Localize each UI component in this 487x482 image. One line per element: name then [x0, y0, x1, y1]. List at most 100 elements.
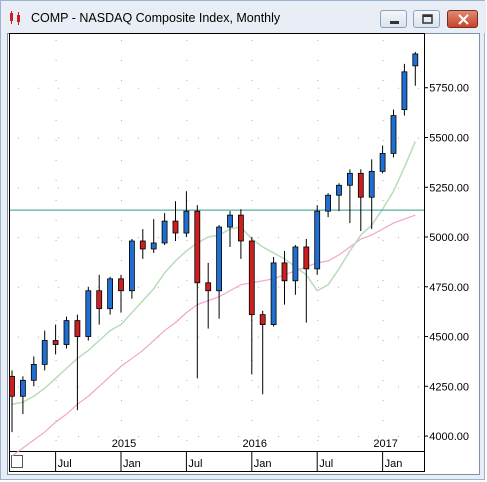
grid-dot [317, 60, 319, 61]
grid-dot [178, 87, 179, 89]
candle [205, 262, 212, 329]
grid-dot [258, 87, 259, 89]
grid-dot [398, 386, 399, 388]
grid-dot [382, 120, 384, 121]
y-tick-label: 4750.00 [429, 282, 469, 294]
grid-dot [398, 87, 399, 89]
y-tick-label: 5000.00 [429, 232, 469, 244]
grid-dot [186, 80, 188, 81]
grid-dot [138, 87, 139, 89]
grid-dot [78, 386, 79, 388]
candle-body-down [96, 290, 103, 310]
grid-dot [317, 160, 319, 161]
grid-dot [298, 237, 299, 239]
grid-dot [317, 360, 319, 361]
axis-corner-box[interactable] [11, 455, 23, 468]
grid-dot [186, 420, 188, 421]
candle [85, 286, 92, 341]
candle [314, 205, 321, 275]
candle [194, 205, 201, 379]
grid-dot [318, 286, 319, 288]
grid-dot [78, 187, 79, 189]
grid-dot [78, 286, 79, 288]
grid-dot [251, 120, 253, 121]
candle-body-up [390, 115, 397, 154]
grid-dot [158, 286, 159, 288]
grid-dot [121, 340, 122, 341]
candle-body-down [303, 246, 310, 270]
grid-dot [198, 386, 199, 388]
plot-area[interactable] [9, 33, 425, 452]
grid-dot [318, 87, 319, 89]
grid-dot [178, 336, 179, 338]
grid-dot [251, 400, 253, 401]
grid-dot [158, 386, 159, 388]
grid-dot [55, 60, 57, 61]
candle [357, 169, 364, 232]
grid-dot [58, 386, 59, 388]
grid-dot [158, 87, 159, 89]
candle-body-down [357, 172, 364, 198]
grid-dot [121, 140, 122, 141]
grid-dot [382, 440, 384, 441]
grid-dot [317, 120, 319, 121]
grid-dot [55, 400, 57, 401]
maximize-button[interactable] [413, 10, 440, 28]
grid-dot [186, 380, 188, 381]
grid-dot [382, 140, 384, 141]
grid-dot [186, 340, 188, 341]
grid-dot [121, 420, 122, 421]
title-bar[interactable]: COMP - NASDAQ Composite Index, Monthly [1, 1, 486, 33]
x-year-label: 2016 [243, 438, 267, 450]
grid-dot [186, 240, 188, 241]
grid-dot [238, 286, 239, 288]
minimize-button[interactable] [380, 10, 407, 28]
x-year-label: 2017 [373, 438, 397, 450]
grid-dot [118, 237, 119, 239]
grid-dot [382, 400, 384, 401]
grid-dot [121, 60, 122, 61]
grid-dot [218, 386, 219, 388]
candle-body-up [314, 210, 321, 270]
candle [19, 376, 26, 415]
grid-dot [317, 420, 319, 421]
grid-dot [278, 187, 279, 189]
candle [96, 274, 103, 325]
candle-body-up [292, 246, 299, 282]
grid-dot [58, 336, 59, 338]
sma-fast-line [11, 141, 416, 405]
maximize-icon [422, 14, 433, 24]
candle [292, 244, 299, 295]
grid-dot [251, 60, 253, 61]
grid-dot [317, 440, 319, 441]
candle [172, 201, 179, 241]
grid-dot [178, 137, 179, 139]
grid-dot [382, 240, 384, 241]
grid-dot [55, 100, 57, 101]
close-button[interactable] [447, 10, 478, 28]
grid-dot [251, 180, 253, 181]
grid-dot [98, 436, 99, 438]
grid-dot [55, 240, 57, 241]
grid-dot [382, 420, 384, 421]
candle [281, 250, 288, 305]
grid-dot [98, 286, 99, 288]
grid-dot [238, 87, 239, 89]
grid-dot [118, 187, 119, 189]
y-axis-ticks: 4000.00 4250.00 4500.00 4750.00 5000.00 5250.… [424, 83, 469, 443]
candle-layer [9, 51, 419, 433]
grid-dot [58, 87, 59, 89]
x-month-label: Jan [254, 458, 272, 470]
candle [390, 109, 397, 158]
grid-dot [318, 187, 319, 189]
grid-dot [121, 80, 122, 81]
grid-dot [378, 336, 379, 338]
grid-dot [138, 137, 139, 139]
grid-dot [338, 336, 339, 338]
grid-dot [218, 336, 219, 338]
x-axis-ticks: 2015 2016 2017 Jul Jan Jul Jan Jul Jan [55, 438, 402, 471]
grid-dot [318, 436, 319, 438]
sma-slow-line [11, 214, 416, 457]
grid-dot [18, 137, 19, 139]
